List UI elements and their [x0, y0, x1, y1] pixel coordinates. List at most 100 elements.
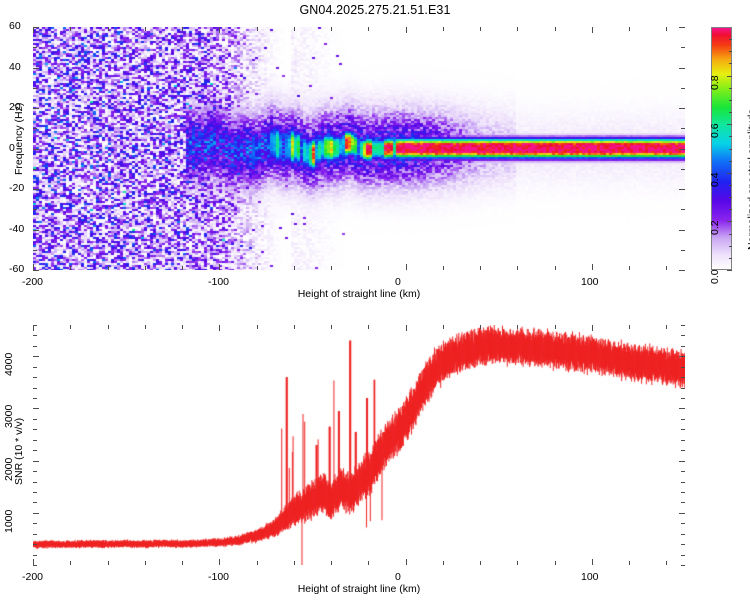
axis-tick [33, 325, 37, 326]
axis-tick-label: -40 [9, 223, 25, 235]
axis-tick [33, 559, 34, 565]
axis-tick [33, 367, 37, 368]
axis-tick [33, 108, 39, 109]
axis-tick [681, 47, 685, 48]
axis-tick [33, 482, 37, 483]
axis-tick [679, 108, 685, 109]
axis-tick [33, 250, 37, 251]
axis-tick [681, 440, 685, 441]
axis-tick [729, 51, 732, 52]
axis-tick [679, 513, 685, 514]
axis-tick [33, 149, 39, 150]
axis-tick [368, 325, 369, 329]
axis-tick [517, 27, 518, 31]
axis-tick [729, 161, 732, 162]
axis-tick [443, 27, 444, 31]
axis-tick-label: 100 [581, 276, 599, 288]
axis-tick [681, 346, 685, 347]
axis-tick [368, 266, 369, 270]
axis-tick-label: -60 [9, 263, 25, 275]
axis-tick [33, 555, 37, 556]
axis-tick [145, 27, 146, 31]
axis-tick [33, 377, 37, 378]
axis-tick-label: 100 [581, 571, 599, 583]
axis-tick [480, 561, 481, 565]
axis-tick [681, 88, 685, 89]
axis-tick [33, 513, 39, 514]
axis-tick [555, 561, 556, 565]
axis-tick [33, 27, 39, 28]
axis-tick [219, 559, 220, 565]
spectrogram-plot-area [33, 27, 685, 270]
axis-tick [33, 398, 37, 399]
axis-tick [182, 27, 183, 31]
axis-tick-label: 0.8 [709, 75, 721, 90]
axis-tick [182, 266, 183, 270]
axis-tick [294, 27, 295, 31]
axis-tick [729, 112, 732, 113]
axis-tick [681, 388, 685, 389]
axis-tick [729, 185, 732, 186]
axis-tick [681, 502, 685, 503]
axis-tick [108, 266, 109, 270]
axis-tick [679, 461, 685, 462]
axis-tick [666, 27, 667, 31]
axis-tick [331, 561, 332, 565]
axis-tick [182, 325, 183, 329]
axis-tick [70, 561, 71, 565]
axis-tick [331, 325, 332, 329]
axis-tick [681, 471, 685, 472]
axis-tick-label: 1000 [3, 509, 15, 533]
axis-tick [294, 561, 295, 565]
axis-tick [729, 209, 732, 210]
axis-tick [681, 565, 685, 566]
axis-tick [257, 27, 258, 31]
axis-tick [727, 76, 732, 77]
axis-tick [679, 408, 685, 409]
axis-tick [33, 230, 39, 231]
axis-tick [727, 173, 732, 174]
axis-tick [368, 561, 369, 565]
snr-y-axis-label: SNR (10 * v/v) [13, 417, 25, 485]
axis-tick [70, 266, 71, 270]
axis-tick [681, 250, 685, 251]
snr-plot-area [33, 325, 685, 565]
axis-tick [729, 258, 732, 259]
axis-tick-label: 0.4 [709, 172, 721, 187]
axis-tick [33, 388, 37, 389]
axis-tick-label: 60 [9, 20, 21, 32]
axis-tick [406, 264, 407, 270]
axis-tick [729, 100, 732, 101]
colorbar-label: Normalized spectral amplitude [746, 108, 750, 250]
axis-tick [33, 419, 37, 420]
snr-x-axis-label: Height of straight line (km) [297, 583, 421, 595]
axis-tick [681, 377, 685, 378]
axis-tick [33, 471, 37, 472]
spectrogram-canvas [33, 27, 685, 270]
axis-tick [729, 39, 732, 40]
axis-tick [33, 429, 37, 430]
axis-tick [729, 197, 732, 198]
axis-tick-label: 4000 [3, 352, 15, 376]
axis-tick [33, 450, 37, 451]
axis-tick [182, 561, 183, 565]
axis-tick [681, 482, 685, 483]
axis-tick [727, 124, 732, 125]
colorbar-gradient [712, 28, 731, 269]
axis-tick [681, 429, 685, 430]
axis-tick [681, 325, 685, 326]
axis-tick [406, 325, 407, 331]
axis-tick-label: 0.2 [709, 220, 721, 235]
axis-tick [33, 169, 37, 170]
axis-tick [33, 534, 37, 535]
axis-tick [33, 264, 34, 270]
axis-tick [666, 266, 667, 270]
axis-tick [33, 565, 37, 566]
axis-tick [33, 502, 37, 503]
axis-tick [629, 325, 630, 329]
axis-tick [666, 325, 667, 329]
axis-tick [219, 27, 220, 33]
axis-tick [679, 189, 685, 190]
axis-tick [257, 266, 258, 270]
axis-tick [681, 492, 685, 493]
